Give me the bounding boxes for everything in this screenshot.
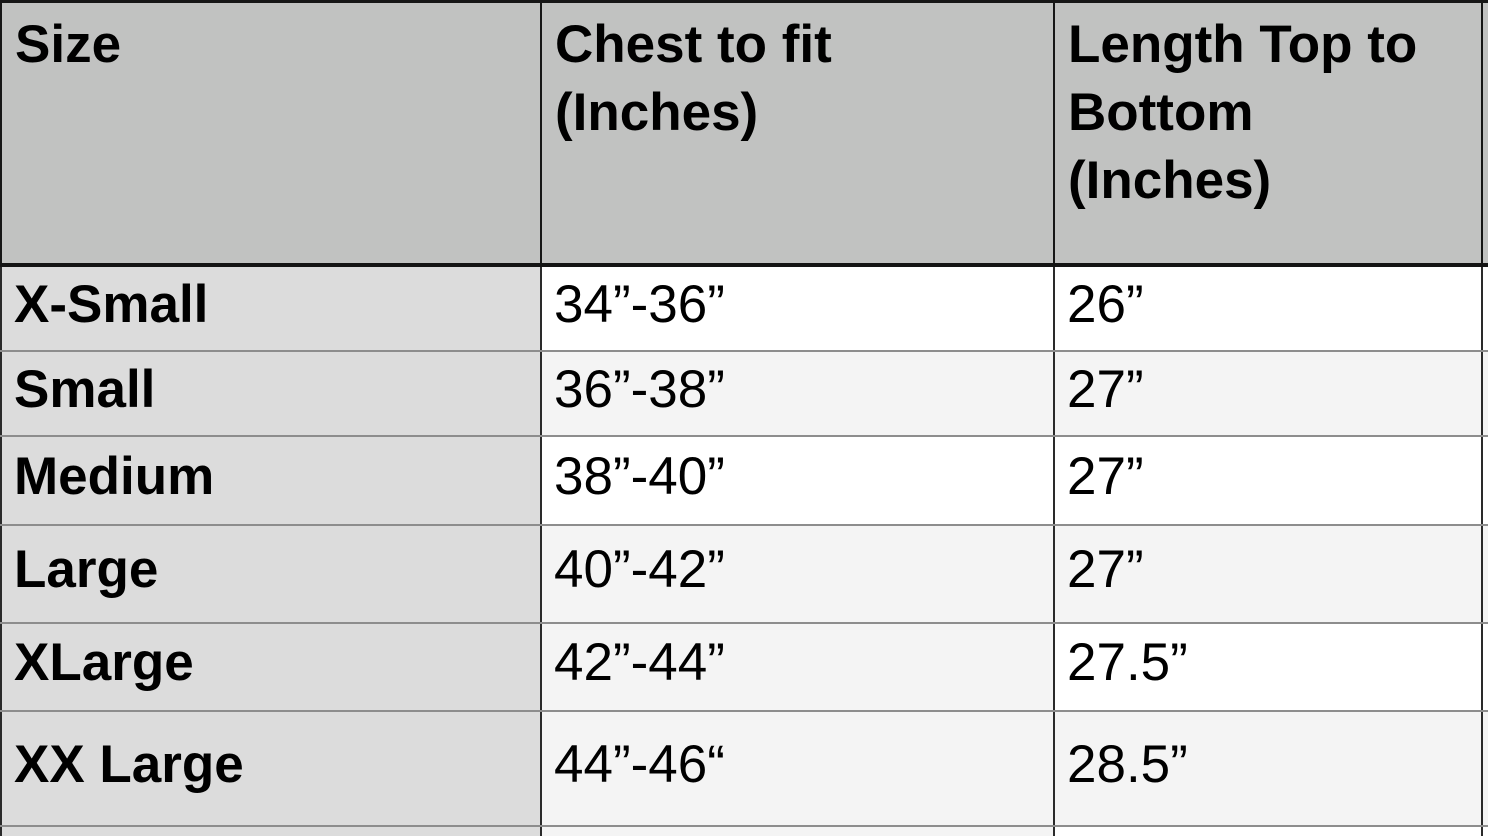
- table-row-xx-large: XX Large 44”-46“ 28.5”: [0, 709, 1488, 827]
- chest-cell: 44”-46“: [540, 709, 1055, 827]
- chest-cell: 40”-42”: [540, 523, 1055, 624]
- cropped-edge-cell: [1481, 349, 1488, 437]
- chest-cell: 36”-38”: [540, 349, 1055, 437]
- length-cell: 27.5”: [1053, 621, 1483, 712]
- length-cell: 27”: [1053, 523, 1483, 624]
- cropped-edge-cell: [1481, 621, 1488, 712]
- table-row-x-small: X-Small 34”-36” 26”: [0, 263, 1488, 352]
- header-cell-cropped-edge: [1481, 1, 1488, 267]
- cropped-edge-cell: [1481, 263, 1488, 352]
- table-row-xlarge: XLarge 42”-44” 27.5”: [0, 621, 1488, 712]
- header-cell-chest: Chest to fit (Inches): [540, 1, 1055, 267]
- length-cell: 26”: [1053, 263, 1483, 352]
- cropped-edge-cell: [1481, 523, 1488, 624]
- cropped-edge-cell: [1481, 824, 1488, 836]
- cropped-edge-cell: [1481, 434, 1488, 526]
- size-cell: X-Small: [0, 263, 542, 352]
- table-row-cropped-bottom: [0, 824, 1488, 836]
- chest-cell: 38”-40”: [540, 434, 1055, 526]
- table-row-large: Large 40”-42” 27”: [0, 523, 1488, 624]
- size-cell: XLarge: [0, 621, 542, 712]
- size-cell: [0, 824, 542, 836]
- header-cell-length: Length Top to Bottom (Inches): [1053, 1, 1483, 267]
- length-cell: [1053, 824, 1483, 836]
- table-row-medium: Medium 38”-40” 27”: [0, 434, 1488, 526]
- length-cell: 27”: [1053, 349, 1483, 437]
- size-cell: XX Large: [0, 709, 542, 827]
- size-cell: Small: [0, 349, 542, 437]
- length-cell: 27”: [1053, 434, 1483, 526]
- chest-cell: 42”-44”: [540, 621, 1055, 712]
- cropped-edge-cell: [1481, 709, 1488, 827]
- size-cell: Large: [0, 523, 542, 624]
- table-row-small: Small 36”-38” 27”: [0, 349, 1488, 437]
- chest-cell: 34”-36”: [540, 263, 1055, 352]
- header-row: Size Chest to fit (Inches) Length Top to…: [0, 1, 1488, 267]
- length-cell: 28.5”: [1053, 709, 1483, 827]
- header-cell-size: Size: [0, 1, 542, 267]
- chest-cell: [540, 824, 1055, 836]
- size-cell: Medium: [0, 434, 542, 526]
